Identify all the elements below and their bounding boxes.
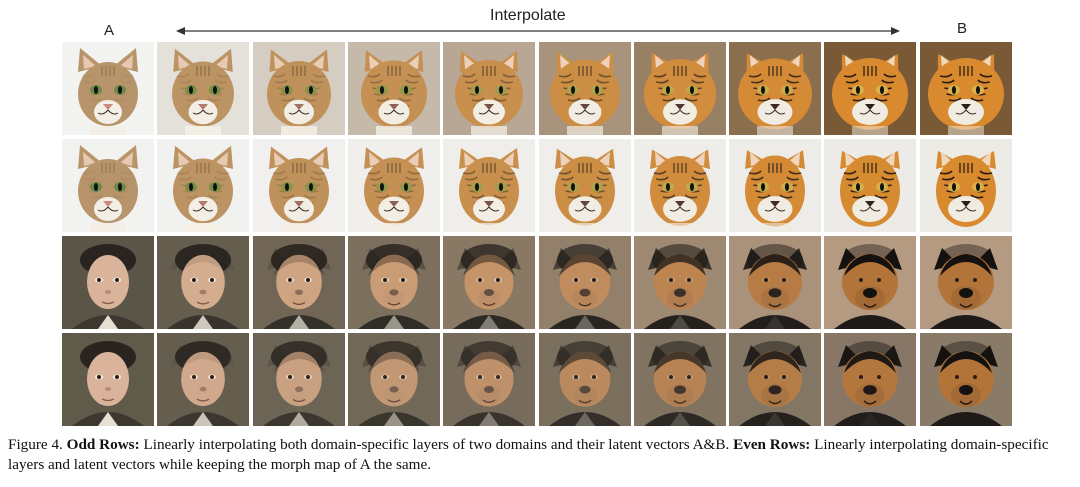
cat-tiger-morph-image-5 <box>538 139 631 232</box>
human-dog-image-1 <box>157 236 250 329</box>
human-dog-image-7 <box>729 236 822 329</box>
cat-tiger-image-8 <box>824 42 917 135</box>
label-b: B <box>957 20 968 37</box>
cat-tiger-image-2 <box>252 42 345 135</box>
human-dog-morph-image-9 <box>919 333 1012 426</box>
human-dog-morph-image-5 <box>538 333 631 426</box>
cat-tiger-morph-image-3 <box>347 139 440 232</box>
interpolate-arrow <box>176 27 900 35</box>
cat-tiger-morph-image-7 <box>729 139 822 232</box>
caption-even-label: Even Rows: <box>733 436 811 453</box>
cat-tiger-morph-image-6 <box>633 139 726 232</box>
human-dog-morph-image-2 <box>252 333 345 426</box>
human-dog-image-0 <box>62 236 154 329</box>
figure-caption: Figure 4. Odd Rows: Linearly interpolati… <box>8 435 1072 475</box>
cat-tiger-image-4 <box>443 42 536 135</box>
cat-tiger-image-7 <box>729 42 822 135</box>
human-dog-image-8 <box>824 236 917 329</box>
human-dog-image-4 <box>443 236 536 329</box>
cat-tiger-morph-image-2 <box>252 139 345 232</box>
cat-tiger-morph-image-0 <box>62 139 154 232</box>
human-dog-morph-image-8 <box>824 333 917 426</box>
cat-tiger-image-6 <box>633 42 726 135</box>
human-dog-morph-image-7 <box>729 333 822 426</box>
label-a: A <box>104 22 115 39</box>
human-dog-image-3 <box>347 236 440 329</box>
human-dog-morph-image-1 <box>157 333 250 426</box>
human-dog-morph-image-6 <box>633 333 726 426</box>
cat-tiger-morph-image-8 <box>824 139 917 232</box>
human-dog-morph-image-3 <box>347 333 440 426</box>
caption-odd-text: Linearly interpolating both domain-speci… <box>143 436 730 453</box>
cat-tiger-image-1 <box>157 42 250 135</box>
caption-even-text: Linearly interpolating domain-specific l… <box>8 436 1049 473</box>
cat-tiger-morph-image-4 <box>443 139 536 232</box>
human-dog-image-9 <box>919 236 1012 329</box>
cat-tiger-image-0 <box>62 42 154 135</box>
human-dog-image-5 <box>538 236 631 329</box>
caption-figure-number: Figure 4. <box>8 436 63 453</box>
cat-tiger-image-5 <box>538 42 631 135</box>
human-dog-image-6 <box>633 236 726 329</box>
cat-tiger-image-3 <box>347 42 440 135</box>
cat-tiger-morph-image-9 <box>919 139 1012 232</box>
interpolate-label: Interpolate <box>490 7 566 24</box>
human-dog-morph-image-0 <box>62 333 154 426</box>
human-dog-image-2 <box>252 236 345 329</box>
cat-tiger-morph-image-1 <box>157 139 250 232</box>
caption-odd-label: Odd Rows: <box>66 436 140 453</box>
cat-tiger-image-9 <box>919 42 1012 135</box>
human-dog-morph-image-4 <box>443 333 536 426</box>
